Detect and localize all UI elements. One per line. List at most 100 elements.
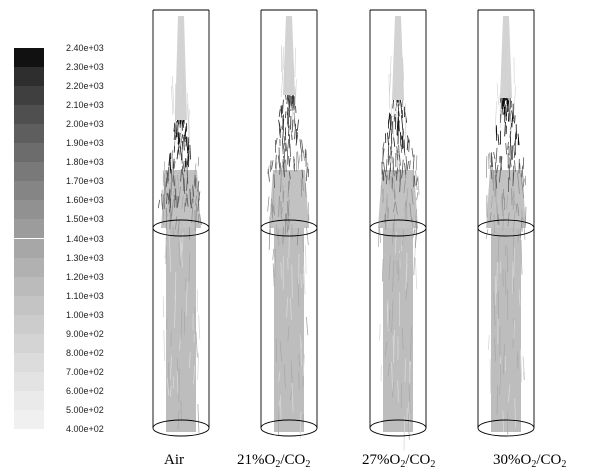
pathline	[395, 201, 398, 215]
flame-pathline	[165, 192, 168, 204]
flame-pathline	[505, 104, 507, 116]
pathline	[496, 201, 498, 215]
pathline	[499, 363, 502, 396]
pathline	[170, 331, 172, 346]
pathline	[171, 199, 174, 217]
pathline	[304, 183, 307, 198]
pathline	[191, 206, 193, 223]
pathline	[291, 382, 294, 413]
flame-pathline	[392, 160, 395, 177]
flame-pathline	[406, 161, 409, 171]
pathline	[391, 381, 395, 398]
caption-sub2: 2	[430, 459, 436, 470]
pathline	[412, 229, 415, 238]
pathline	[522, 178, 525, 188]
colorbar-label: 1.20e+03	[66, 271, 104, 282]
pathline	[167, 378, 170, 396]
pathline	[287, 199, 290, 219]
pathline	[163, 330, 166, 362]
colorbar-label: 1.60e+03	[66, 195, 104, 206]
caption-tail: /CO	[280, 452, 306, 468]
flame-pathline	[296, 119, 299, 131]
pathline	[379, 226, 382, 243]
pathline	[520, 216, 523, 238]
pathline	[278, 196, 280, 217]
pathline	[300, 274, 303, 289]
pathline	[168, 362, 170, 389]
cylinder-section	[369, 219, 427, 237]
colorbar-swatch	[14, 238, 44, 258]
flame-pathline	[168, 188, 171, 205]
pathline	[391, 158, 395, 180]
flame-pathline	[169, 158, 172, 174]
flame-pathline	[286, 93, 289, 104]
pathline	[405, 188, 409, 207]
flame-pathline	[301, 169, 304, 179]
pathline	[520, 240, 523, 275]
flame-pathline	[267, 169, 270, 182]
flame-pathline	[389, 112, 392, 129]
flame-pathline	[409, 160, 411, 170]
colorbar-swatch	[14, 48, 44, 67]
pathline	[414, 215, 417, 234]
flame-pathline	[408, 139, 410, 153]
colorbar-swatch	[14, 295, 44, 315]
pathline	[302, 150, 305, 161]
pathline	[193, 365, 196, 385]
flame-pathline	[168, 153, 171, 166]
flame-pathline	[401, 135, 404, 150]
flame-pathline	[189, 188, 191, 205]
cylinder-bottom	[477, 419, 535, 437]
pathline	[401, 81, 404, 111]
flame-pathline	[291, 119, 294, 133]
flame-pathline	[183, 135, 186, 143]
flame-pathline	[497, 134, 500, 146]
flame-pathline	[176, 149, 179, 160]
pathline	[275, 161, 278, 173]
flame-pathline	[294, 123, 297, 140]
pathline	[179, 237, 182, 261]
pathline	[412, 166, 414, 181]
pathline	[272, 263, 275, 287]
colorbar-swatch	[14, 162, 44, 182]
pathline	[300, 178, 303, 197]
flame-pathline	[522, 157, 525, 170]
pathline	[195, 203, 197, 223]
pathline	[178, 186, 181, 204]
pathline	[509, 95, 512, 134]
pathline	[276, 224, 278, 239]
flame-pathline	[415, 177, 418, 186]
caption-sub: 2	[400, 459, 406, 470]
flame-pathline	[186, 176, 189, 191]
pathline	[177, 174, 180, 190]
flame-pathline	[413, 175, 415, 188]
flame-pathline	[166, 170, 169, 184]
pathline	[169, 385, 172, 397]
flame-pathline	[411, 147, 414, 158]
flame-pathline	[177, 196, 179, 208]
flame-pathline	[396, 167, 399, 174]
flame-pathline	[286, 121, 289, 129]
flame-pathline	[401, 115, 404, 131]
colorbar-label: 1.90e+03	[66, 138, 104, 149]
flame-pathline	[501, 98, 504, 107]
flame-pathline	[511, 116, 513, 128]
pathline	[491, 195, 493, 209]
flame-pathline	[279, 126, 282, 136]
pathline	[518, 289, 521, 306]
pathline	[513, 320, 515, 339]
pathline	[411, 217, 414, 230]
pathline	[493, 292, 496, 327]
flame-pathline	[189, 144, 191, 160]
flame-pathline	[412, 154, 415, 170]
colorbar-swatch	[14, 86, 44, 106]
pathline	[176, 370, 179, 394]
pathline	[494, 336, 497, 362]
pathline	[397, 380, 399, 402]
flame-pathline	[514, 160, 516, 173]
caption-tail: /CO	[405, 452, 431, 468]
pathline	[278, 371, 281, 382]
colorbar-label: 2.30e+03	[66, 62, 104, 73]
flame-pathline	[507, 98, 510, 112]
